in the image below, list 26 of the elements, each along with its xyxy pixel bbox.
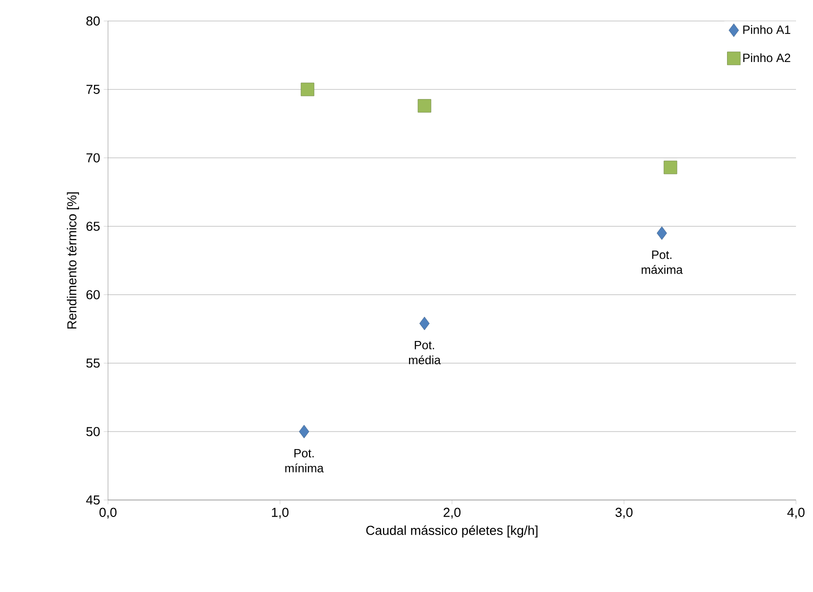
y-axis-title: Rendimento térmico [%] [66, 192, 79, 329]
point [656, 226, 667, 240]
y-tick-label: 75 [86, 84, 100, 94]
y-tick-label: 50 [86, 426, 100, 436]
x-tick-label: 1,0 [272, 508, 289, 518]
annotation: Pot. média [409, 340, 441, 364]
y-tick-label: 70 [86, 153, 100, 162]
x-tick-label: 3,0 [616, 508, 633, 518]
point [419, 316, 430, 330]
y-tick-label: 65 [86, 222, 100, 231]
x-tick-label: 4,0 [787, 508, 805, 518]
y-tick-label: 55 [86, 358, 100, 368]
annotation: Pot. mínima [285, 449, 324, 472]
legend-label: Pinho A1 [743, 25, 790, 34]
point [664, 160, 678, 174]
x-tick-label: 0,0 [100, 508, 117, 518]
point [300, 82, 314, 96]
x-tick-label: 2,0 [444, 508, 461, 518]
legend-label: Pinho A2 [743, 53, 790, 62]
y-tick-label: 60 [86, 290, 100, 300]
y-tick-label: 45 [86, 495, 100, 505]
point [299, 424, 310, 438]
annotation: Pot. máxima [642, 250, 683, 274]
point [418, 99, 432, 113]
y-tick-label: 80 [86, 16, 100, 26]
x-axis-title: Caudal mássico péletes [kg/h] [366, 525, 538, 538]
